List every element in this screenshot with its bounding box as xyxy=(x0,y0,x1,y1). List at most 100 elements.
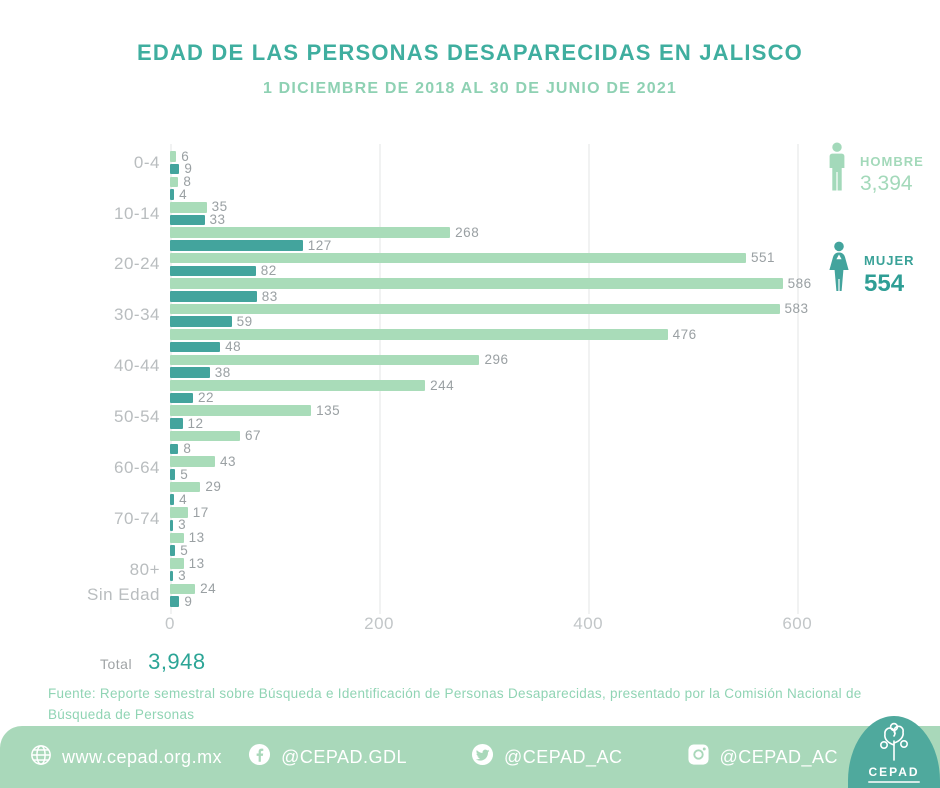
bar-hombre xyxy=(170,532,184,544)
bar-value-label: 43 xyxy=(219,453,236,469)
gridline-x-200 xyxy=(379,144,382,614)
bar-row-hombre: 476 xyxy=(170,328,860,341)
bar-hombre xyxy=(170,354,480,366)
footer-instagram: @CEPAD_AC xyxy=(687,743,838,771)
bar-row-hombre: 67 xyxy=(170,429,860,443)
bar-value-label: 135 xyxy=(316,402,341,418)
bar-mujer xyxy=(170,367,210,378)
man-icon xyxy=(824,142,850,197)
bar-value-label: 35 xyxy=(211,199,228,215)
bar-row-mujer: 83 xyxy=(170,290,860,303)
bar-hombre xyxy=(170,456,215,467)
x-axis: 0 200 400 600 xyxy=(165,614,860,634)
bar-hombre xyxy=(170,278,783,289)
bar-mujer xyxy=(170,443,179,455)
category-label: Sin Edad xyxy=(87,585,160,605)
bar-row-mujer: 82 xyxy=(170,264,860,277)
bar-value-label: 82 xyxy=(260,263,277,279)
bar-value-label: 586 xyxy=(787,275,812,291)
page-title: EDAD DE LAS PERSONAS DESAPARECIDAS EN JA… xyxy=(136,40,803,65)
age-group-10-14: 10-14 35 33 xyxy=(114,199,860,226)
age-group-80+: 80+ 13 3 xyxy=(130,557,860,584)
footer-bar: www.cepad.org.mx @CEPAD.GDL @CEPAD_AC xyxy=(0,726,940,788)
bar-value-label: 4 xyxy=(179,492,188,508)
category-label: 40-44 xyxy=(114,356,160,376)
footer-twitter: @CEPAD_AC xyxy=(471,743,622,771)
legend-hombre: HOMBRE 3,394 xyxy=(824,142,934,197)
bar-row-mujer: 4 xyxy=(170,493,860,506)
globe-icon xyxy=(30,744,52,771)
bar-row-mujer: 3 xyxy=(170,518,860,532)
age-group-25-29: 586 83 xyxy=(170,277,860,303)
legend-mujer-value: 554 xyxy=(864,270,905,297)
bar-row-hombre: 43 xyxy=(170,455,860,468)
age-group-0-4: 0-4 6 9 xyxy=(134,150,860,176)
age-group-65-69: 29 4 xyxy=(170,480,860,506)
bar-row-hombre: 13 xyxy=(170,557,860,570)
footer-facebook-text: @CEPAD.GDL xyxy=(281,746,408,767)
bar-row-mujer: 8 xyxy=(170,442,860,456)
chart-legend: HOMBRE 3,394 MUJER 554 xyxy=(824,142,934,342)
bar-chart: 0-4 6 9 8 4 10-14 35 33 268 127 20-24 551 82 586 83 30-… xyxy=(87,144,860,614)
bar-hombre xyxy=(170,507,188,518)
bar-value-label: 38 xyxy=(214,364,231,380)
age-group-70-74: 70-74 17 3 xyxy=(114,506,860,532)
bar-row-hombre: 296 xyxy=(170,352,860,368)
category-label: 80+ xyxy=(129,559,160,579)
category-label: 50-54 xyxy=(114,407,160,427)
age-group-55-59: 67 8 xyxy=(170,429,860,456)
category-label: 60-64 xyxy=(114,457,160,477)
bar-row-hombre: 17 xyxy=(170,506,860,519)
total-label: Total xyxy=(100,656,133,672)
bar-mujer xyxy=(170,392,193,404)
category-label: 30-34 xyxy=(114,305,160,325)
bar-value-label: 24 xyxy=(200,581,217,597)
bar-value-label: 12 xyxy=(187,415,204,431)
page-subtitle: 1 DICIEMBRE DE 2018 AL 30 DE JUNIO DE 20… xyxy=(262,80,678,97)
bar-value-label: 5 xyxy=(180,542,189,558)
bar-value-label: 59 xyxy=(236,313,253,329)
bar-row-mujer: 9 xyxy=(170,162,860,176)
bar-value-label: 13 xyxy=(188,530,205,546)
bar-row-mujer: 4 xyxy=(170,188,860,201)
bar-row-mujer: 127 xyxy=(170,239,860,252)
bar-value-label: 583 xyxy=(784,301,809,317)
bar-mujer xyxy=(170,341,221,353)
bar-hombre xyxy=(170,227,451,238)
bar-row-hombre: 268 xyxy=(170,226,860,239)
bar-hombre xyxy=(170,481,201,493)
cepad-logo-subline xyxy=(868,781,920,783)
bar-hombre xyxy=(170,558,184,569)
bar-mujer xyxy=(170,570,174,582)
bar-hombre xyxy=(170,151,177,162)
legend-mujer: MUJER 554 xyxy=(824,241,934,298)
bar-row-hombre: 135 xyxy=(170,404,860,417)
bar-hombre xyxy=(170,176,179,188)
bar-hombre xyxy=(170,430,241,442)
footer-instagram-text: @CEPAD_AC xyxy=(719,746,838,767)
bar-value-label: 127 xyxy=(307,237,332,253)
bar-row-hombre: 586 xyxy=(170,277,860,290)
bar-row-mujer: 38 xyxy=(170,366,860,379)
bar-value-label: 296 xyxy=(484,352,509,368)
age-group-15-19: 268 127 xyxy=(170,226,860,252)
x-tick-label: 400 xyxy=(573,614,604,633)
bar-hombre xyxy=(170,380,426,391)
bar-value-label: 3 xyxy=(178,568,187,584)
bar-value-label: 13 xyxy=(188,555,205,571)
age-group-60-64: 60-64 43 5 xyxy=(114,455,860,481)
footer-facebook: @CEPAD.GDL xyxy=(248,743,407,771)
legend-mujer-label: MUJER xyxy=(864,253,915,268)
age-group-30-34: 30-34 583 59 xyxy=(114,301,860,329)
bar-row-hombre: 24 xyxy=(170,582,860,595)
bar-value-label: 17 xyxy=(192,504,209,520)
age-group-75-79: 13 5 xyxy=(170,530,860,558)
category-label: 10-14 xyxy=(114,203,160,223)
instagram-icon xyxy=(687,743,710,771)
bar-row-hombre: 244 xyxy=(170,379,860,392)
bar-mujer xyxy=(170,596,180,607)
bar-value-label: 551 xyxy=(751,250,776,266)
bar-value-label: 48 xyxy=(225,339,242,355)
legend-hombre-value: 3,394 xyxy=(860,172,913,195)
